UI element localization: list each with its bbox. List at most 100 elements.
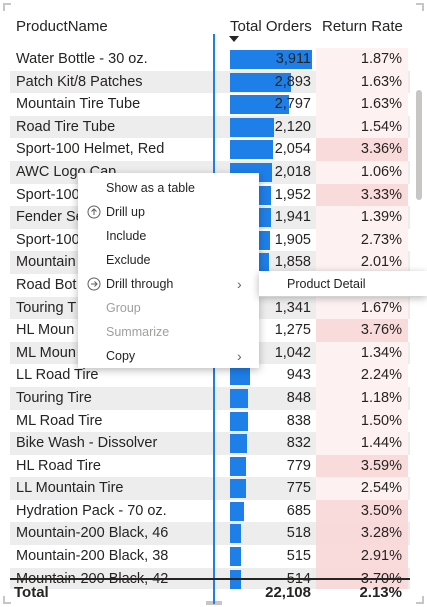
menu-item-show-as-a-table[interactable]: Show as a table xyxy=(78,176,259,200)
product-name-cell: Sport-100 xyxy=(16,232,80,248)
product-name-cell: Road Bot xyxy=(16,277,76,293)
table-row[interactable]: Mountain-200 Black, 38 515 2.91% xyxy=(10,545,410,568)
submenu-item-product-detail[interactable]: Product Detail xyxy=(287,277,366,291)
total-orders-cell: 2,797 xyxy=(226,96,311,112)
product-name-cell: ML Road Tire xyxy=(16,413,103,429)
return-rate-cell: 2.01% xyxy=(316,254,402,270)
product-name-cell: Patch Kit/8 Patches xyxy=(16,74,143,90)
return-rate-cell: 3.33% xyxy=(316,187,402,203)
menu-item-summarize: Summarize xyxy=(78,320,259,344)
table-row[interactable]: HL Road Tire 779 3.59% xyxy=(10,455,410,478)
menu-item-drill-up[interactable]: Drill up xyxy=(78,200,259,224)
visual-corner-handle[interactable] xyxy=(3,3,11,11)
table-row[interactable]: ML Road Tire 838 1.50% xyxy=(10,410,410,433)
product-name-cell: Hydration Pack - 70 oz. xyxy=(16,503,167,519)
return-rate-cell: 3.76% xyxy=(316,322,402,338)
return-rate-cell: 1.44% xyxy=(316,435,402,451)
drill-through-icon xyxy=(87,277,101,291)
return-rate-cell: 1.67% xyxy=(316,300,402,316)
vertical-scrollbar[interactable] xyxy=(415,50,423,590)
total-orders-cell: 838 xyxy=(226,413,311,429)
total-orders-cell: 775 xyxy=(226,480,311,496)
product-name-cell: LL Road Tire xyxy=(16,367,98,383)
scrollbar-thumb[interactable] xyxy=(416,90,422,200)
table-row[interactable]: Patch Kit/8 Patches 2,893 1.63% xyxy=(10,71,410,94)
total-label: Total xyxy=(14,584,49,601)
visual-corner-handle[interactable] xyxy=(416,596,424,604)
product-name-cell: Bike Wash - Dissolver xyxy=(16,435,157,451)
total-orders-cell: 2,893 xyxy=(226,74,311,90)
return-rate-cell: 1.63% xyxy=(316,74,402,90)
visual-corner-handle[interactable] xyxy=(416,3,424,11)
return-rate-cell: 1.54% xyxy=(316,119,402,135)
drill-through-submenu: Product Detail xyxy=(259,271,427,296)
product-name-cell: HL Road Tire xyxy=(16,458,101,474)
return-rate-cell: 3.28% xyxy=(316,525,402,541)
return-rate-cell: 1.18% xyxy=(316,390,402,406)
return-rate-cell: 1.50% xyxy=(316,413,402,429)
return-rate-cell: 2.24% xyxy=(316,367,402,383)
table-row[interactable]: Road Tire Tube 2,120 1.54% xyxy=(10,116,410,139)
product-name-cell: Sport-100 Helmet, Red xyxy=(16,141,164,157)
menu-item-label: Group xyxy=(106,301,141,315)
total-orders-cell: 685 xyxy=(226,503,311,519)
menu-item-copy[interactable]: Copy › xyxy=(78,344,259,368)
return-rate-cell: 1.34% xyxy=(316,345,402,361)
table-row[interactable]: LL Mountain Tire 775 2.54% xyxy=(10,477,410,500)
menu-item-label: Include xyxy=(106,229,146,243)
column-header-total-orders[interactable]: Total Orders xyxy=(230,18,312,35)
total-orders-cell: 2,120 xyxy=(226,119,311,135)
total-orders-cell: 3,911 xyxy=(226,51,311,67)
total-orders-cell: 943 xyxy=(226,367,311,383)
product-name-cell: Mountain Tire Tube xyxy=(16,96,140,112)
return-rate-cell: 1.39% xyxy=(316,209,402,225)
sort-descending-icon xyxy=(229,36,239,42)
product-name-cell: Mountain xyxy=(16,254,76,270)
menu-item-label: Drill up xyxy=(106,205,145,219)
menu-item-label: Drill through xyxy=(106,277,173,291)
return-rate-cell: 1.06% xyxy=(316,164,402,180)
total-orders-value: 22,108 xyxy=(226,584,311,601)
table-row[interactable]: Water Bottle - 30 oz. 3,911 1.87% xyxy=(10,48,410,71)
product-name-cell: HL Moun xyxy=(16,322,74,338)
total-orders-cell: 848 xyxy=(226,390,311,406)
product-name-cell: Sport-100 xyxy=(16,187,80,203)
table-row[interactable]: Touring Tire 848 1.18% xyxy=(10,387,410,410)
table-row[interactable]: Hydration Pack - 70 oz. 685 3.50% xyxy=(10,500,410,523)
menu-item-label: Exclude xyxy=(106,253,150,267)
menu-item-exclude[interactable]: Exclude xyxy=(78,248,259,272)
total-row: Total 22,108 2.13% xyxy=(10,578,410,604)
return-rate-cell: 3.50% xyxy=(316,503,402,519)
product-name-cell: Road Tire Tube xyxy=(16,119,115,135)
product-name-cell: Touring T xyxy=(16,300,76,316)
menu-item-label: Show as a table xyxy=(106,181,195,195)
product-name-cell: Fender Se xyxy=(16,209,84,225)
return-rate-cell: 1.87% xyxy=(316,51,402,67)
total-orders-cell: 832 xyxy=(226,435,311,451)
total-orders-cell: 779 xyxy=(226,458,311,474)
total-return-rate-value: 2.13% xyxy=(316,584,402,601)
product-name-cell: Water Bottle - 30 oz. xyxy=(16,51,148,67)
context-menu: Show as a table Drill up Include Exclude Dri… xyxy=(78,173,259,368)
menu-item-group: Group xyxy=(78,296,259,320)
table-row[interactable]: Mountain-200 Black, 46 518 3.28% xyxy=(10,522,410,545)
menu-item-include[interactable]: Include xyxy=(78,224,259,248)
column-header-productname[interactable]: ProductName xyxy=(16,18,108,35)
table-row[interactable]: Bike Wash - Dissolver 832 1.44% xyxy=(10,432,410,455)
table-row[interactable]: Mountain Tire Tube 2,797 1.63% xyxy=(10,93,410,116)
total-orders-cell: 515 xyxy=(226,548,311,564)
total-orders-cell: 518 xyxy=(226,525,311,541)
drill-up-icon xyxy=(87,205,101,219)
product-name-cell: Mountain-200 Black, 46 xyxy=(16,525,168,541)
menu-item-label: Summarize xyxy=(106,325,169,339)
return-rate-cell: 3.36% xyxy=(316,141,402,157)
menu-item-drill-through[interactable]: Drill through › xyxy=(78,272,259,296)
return-rate-cell: 2.54% xyxy=(316,480,402,496)
return-rate-cell: 2.91% xyxy=(316,548,402,564)
table-row[interactable]: Sport-100 Helmet, Red 2,054 3.36% xyxy=(10,138,410,161)
column-header-return-rate[interactable]: Return Rate xyxy=(322,18,403,35)
product-name-cell: Mountain-200 Black, 38 xyxy=(16,548,168,564)
return-rate-cell: 2.73% xyxy=(316,232,402,248)
chevron-right-icon: › xyxy=(237,348,242,364)
data-table: ProductName Total Orders Return Rate Wat… xyxy=(10,14,410,46)
